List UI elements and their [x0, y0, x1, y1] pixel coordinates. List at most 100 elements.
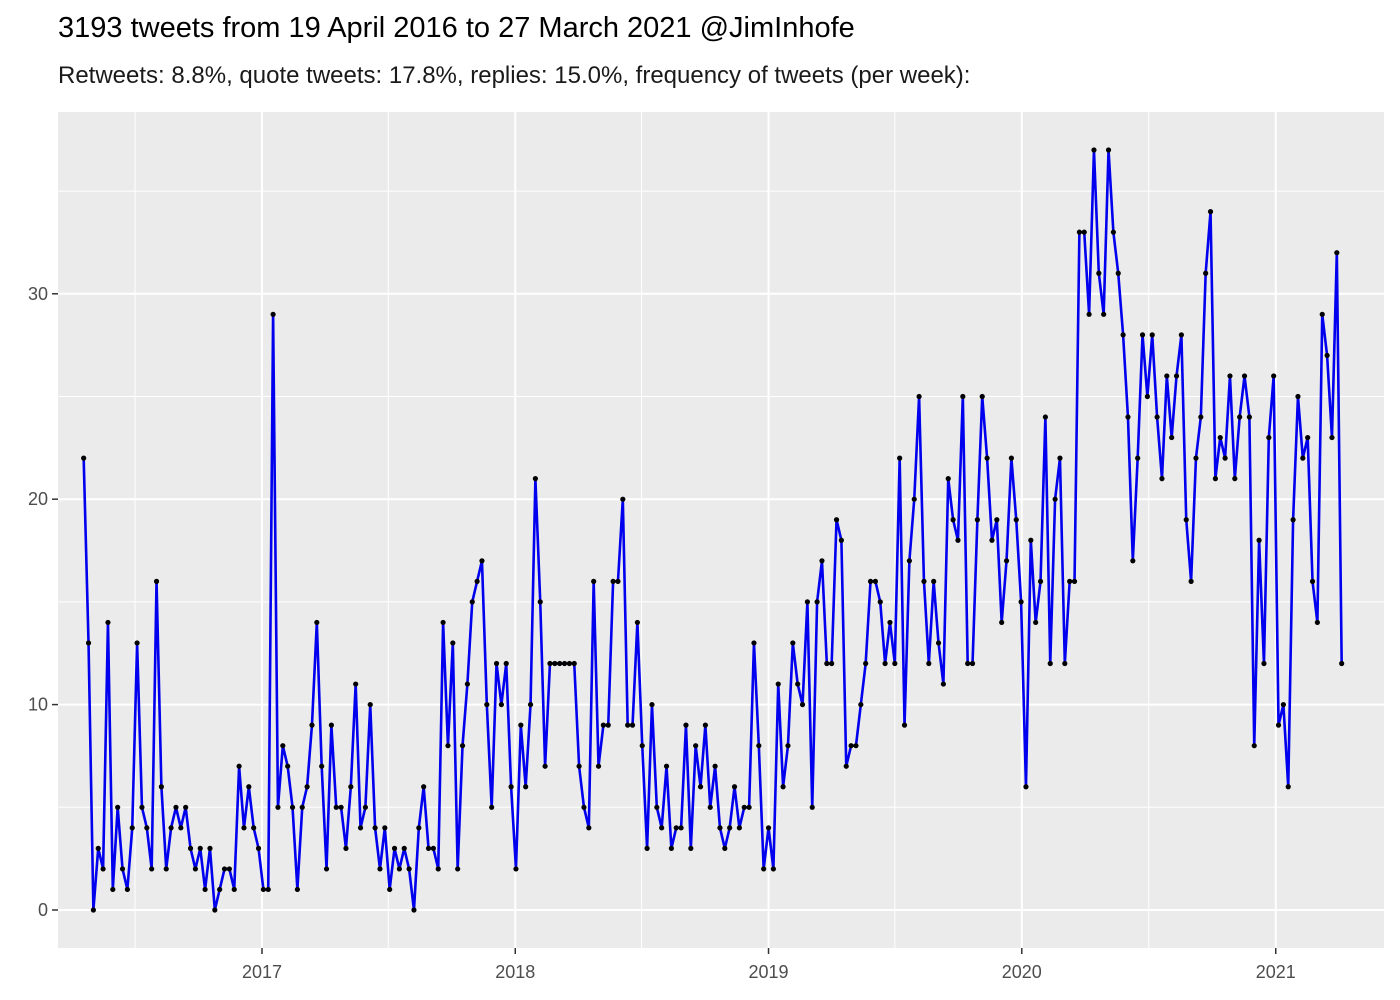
- data-point: [610, 578, 616, 584]
- data-point: [697, 784, 704, 790]
- data-point: [1188, 578, 1194, 584]
- data-point: [377, 866, 383, 872]
- data-point: [693, 743, 699, 749]
- data-point: [119, 866, 126, 872]
- data-point: [950, 517, 956, 523]
- data-point: [255, 845, 262, 851]
- data-point: [712, 763, 718, 769]
- data-point: [1028, 537, 1034, 543]
- data-point: [872, 578, 878, 584]
- data-point: [314, 619, 320, 626]
- data-point: [586, 825, 592, 831]
- data-point: [1193, 455, 1199, 461]
- chart-title: 3193 tweets from 19 April 2016 to 27 Mar…: [58, 12, 855, 44]
- data-point: [90, 907, 96, 913]
- data-point: [484, 701, 490, 708]
- x-tick-label: 2019: [749, 962, 789, 982]
- plot-panel: [58, 112, 1384, 948]
- data-point: [173, 804, 179, 810]
- data-point: [372, 825, 378, 831]
- data-point: [940, 681, 946, 687]
- data-point: [960, 393, 966, 400]
- data-point: [780, 784, 786, 790]
- data-point: [153, 578, 160, 584]
- data-point: [1183, 517, 1189, 523]
- data-point: [911, 496, 917, 502]
- data-point: [882, 660, 888, 667]
- data-point: [965, 660, 971, 667]
- data-point: [814, 599, 820, 605]
- data-point: [221, 866, 228, 872]
- data-point: [770, 866, 776, 872]
- data-point: [1076, 229, 1082, 235]
- data-point: [795, 681, 801, 687]
- data-point: [853, 743, 859, 749]
- data-point: [1169, 434, 1175, 441]
- data-point: [367, 701, 373, 708]
- data-point: [469, 599, 475, 605]
- data-point: [440, 619, 446, 626]
- data-point: [183, 804, 189, 810]
- data-point: [833, 517, 840, 523]
- data-point: [493, 660, 500, 667]
- data-point: [654, 804, 660, 810]
- data-point: [867, 578, 874, 584]
- data-point: [333, 804, 339, 810]
- data-point: [557, 660, 563, 667]
- data-point: [328, 722, 334, 728]
- data-point: [1086, 311, 1092, 317]
- data-point: [1105, 147, 1112, 153]
- data-point: [1033, 619, 1039, 626]
- data-point: [1062, 660, 1068, 667]
- x-tick-label: 2020: [1002, 962, 1042, 982]
- x-tick-label: 2018: [495, 962, 535, 982]
- data-point: [430, 845, 436, 851]
- data-point: [1096, 270, 1102, 276]
- data-point: [319, 763, 325, 769]
- data-point: [260, 886, 266, 893]
- data-point: [746, 804, 752, 810]
- axis-ticks: 0 10 20 30 2017 2018 2019 2020 2021: [28, 284, 1296, 982]
- data-point: [95, 845, 101, 851]
- data-point: [1203, 270, 1209, 276]
- data-point: [411, 907, 417, 913]
- data-point: [401, 845, 407, 851]
- data-point: [989, 537, 995, 543]
- data-point: [236, 763, 242, 769]
- data-point: [1125, 414, 1131, 420]
- data-point: [901, 722, 908, 728]
- data-point: [231, 886, 237, 893]
- data-point: [1110, 229, 1116, 235]
- data-point: [1309, 578, 1316, 584]
- data-point: [226, 866, 232, 872]
- data-point: [1013, 517, 1019, 523]
- data-point: [561, 660, 568, 667]
- data-point: [455, 866, 461, 872]
- data-point: [722, 845, 728, 851]
- data-point: [85, 640, 92, 646]
- data-point: [144, 825, 150, 831]
- data-point: [649, 701, 655, 708]
- data-point: [1135, 455, 1141, 461]
- data-point: [751, 640, 757, 646]
- data-point: [450, 640, 456, 646]
- data-point: [984, 455, 990, 461]
- data-point: [644, 845, 650, 851]
- data-point: [935, 640, 942, 646]
- data-point: [863, 660, 869, 667]
- data-point: [1159, 476, 1165, 482]
- data-point: [435, 866, 441, 872]
- data-point: [1139, 332, 1146, 338]
- data-point: [246, 784, 252, 790]
- data-point: [163, 866, 169, 872]
- data-point: [474, 578, 480, 584]
- data-point: [877, 599, 883, 605]
- data-point: [115, 804, 121, 810]
- data-point: [1232, 476, 1238, 482]
- data-point: [566, 660, 572, 667]
- data-point: [838, 537, 844, 543]
- data-point: [736, 825, 742, 831]
- data-point: [620, 496, 626, 502]
- data-point: [1266, 434, 1272, 441]
- data-point: [197, 845, 203, 851]
